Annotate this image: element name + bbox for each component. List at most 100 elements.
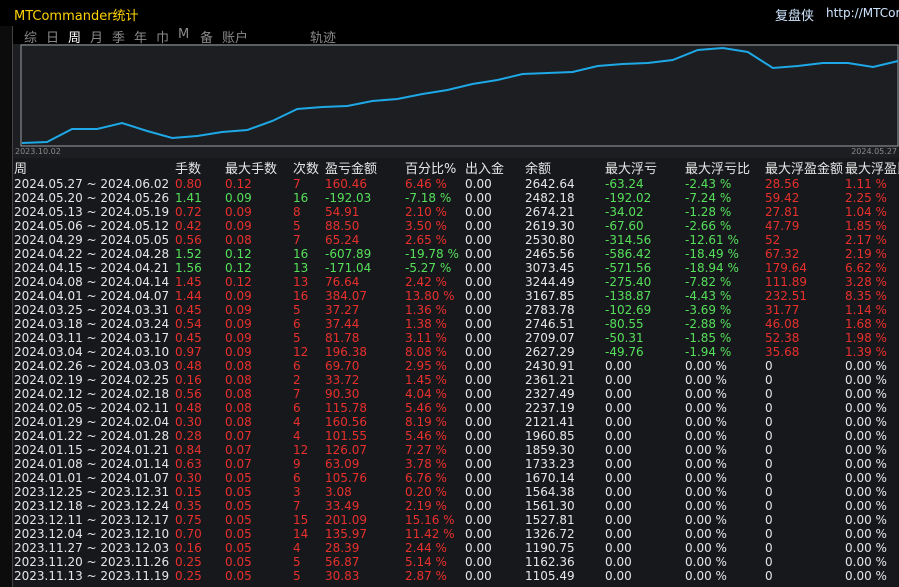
table-cell: -67.60 [605,219,644,233]
table-cell: 0.09 [225,191,252,205]
table-cell: 2 [293,373,301,387]
table-cell: 201.09 [325,513,367,527]
tab[interactable]: 轨迹 [310,31,337,46]
table-cell: 2.19 % [405,499,447,513]
tab[interactable]: 年 [134,31,148,46]
table-cell: 0.08 [225,387,252,401]
column-header: 盈亏金额 [325,162,378,177]
table-cell: 0.00 [465,345,492,359]
table-cell: 1.85 % [845,219,887,233]
table-cell: 0.08 [225,415,252,429]
tab[interactable]: 月 [90,31,104,46]
table-cell: 0.00 [465,555,492,569]
tab[interactable]: 日 [46,31,60,46]
table-cell: 2024.02.19 ~ 2024.02.25 [14,373,170,387]
table-cell: 5.46 % [405,429,447,443]
table-cell: -34.02 [605,205,644,219]
table-cell: 1.56 [175,261,202,275]
table-cell: -19.78 % [405,247,459,261]
table-cell: 0 [765,373,773,387]
table-cell: 0.00 [465,303,492,317]
table-cell: 0 [765,499,773,513]
table-cell: 0.08 [225,373,252,387]
table-cell: 0.72 [175,205,202,219]
table-cell: 5 [293,331,301,345]
table-cell: 1564.38 [525,485,575,499]
table-cell: -571.56 [605,261,652,275]
table-cell: 52 [765,233,781,247]
table-cell: 111.89 [765,275,807,289]
table-cell: 65.24 [325,233,360,247]
column-header: 余额 [525,162,552,177]
table-cell: 2674.21 [525,205,575,219]
table-cell: 3.78 % [405,457,447,471]
tab[interactable]: 综 [24,31,38,46]
table-cell: 0.00 [465,471,492,485]
table-cell: 16 [293,289,309,303]
table-cell: 0.00 [605,373,632,387]
table-cell: 0.00 % [685,359,727,373]
table-cell: 0.00 % [845,401,887,415]
table-cell: 3073.45 [525,261,575,275]
table-cell: 1.44 [175,289,202,303]
table-cell: 2024.05.20 ~ 2024.05.26 [14,191,170,205]
table-cell: 0.00 % [685,387,727,401]
tab[interactable]: M [178,27,190,42]
table-cell: 81.78 [325,331,360,345]
table-cell: 2.44 % [405,541,447,555]
tab[interactable]: 账户 [222,31,249,46]
table-cell: 35.68 [765,345,800,359]
table-cell: 0.00 % [845,415,887,429]
table-cell: 0.00 % [845,471,887,485]
table-cell: 0.97 [175,345,202,359]
table-cell: 0.15 [175,485,202,499]
table-cell: 2024.01.22 ~ 2024.01.28 [14,429,170,443]
table-cell: 6 [293,471,301,485]
table-cell: 0.00 [465,205,492,219]
table-cell: 0.00 % [845,387,887,401]
table-cell: 4 [293,541,301,555]
url[interactable]: http://MTCor [826,6,899,20]
table-cell: 2.95 % [405,359,447,373]
table-cell: 3.28 % [845,275,887,289]
table-cell: 0.00 % [685,401,727,415]
table-cell: 0.16 [175,373,202,387]
table-cell: 2023.12.11 ~ 2023.12.17 [14,513,170,527]
table-cell: 16 [293,191,309,205]
table-cell: 0 [765,443,773,457]
table-cell: 12 [293,345,309,359]
table-cell: 2024.05.27 ~ 2024.06.02 [14,177,170,191]
table-cell: 2024.01.15 ~ 2024.01.21 [14,443,170,457]
table-cell: 0.00 [465,233,492,247]
tab[interactable]: 周 [68,31,82,46]
column-header: 百分比% [405,162,457,177]
column-header: 最大浮亏比 [685,162,751,177]
table-cell: 0.00 [465,191,492,205]
table-cell: 0.00 % [845,513,887,527]
table-cell: -80.55 [605,317,644,331]
table-cell: 0.00 % [685,541,727,555]
table-cell: 15.16 % [405,513,455,527]
table-cell: 2.65 % [405,233,447,247]
table-cell: 2024.05.06 ~ 2024.05.12 [14,219,170,233]
table-cell: 1.41 [175,191,202,205]
tab[interactable]: 备 [200,31,214,46]
table-cell: 0.00 % [685,471,727,485]
table-cell: 2024.04.15 ~ 2024.04.21 [14,261,170,275]
table-cell: 0.00 [605,429,632,443]
table-cell: 0 [765,541,773,555]
table-cell: 0.00 % [845,555,887,569]
table-cell: -586.42 [605,247,652,261]
tab[interactable]: 巾 [156,31,170,46]
x-start-label: 2023.10.02 [15,147,61,156]
table-cell: 7 [293,387,301,401]
table-cell: 0.25 [175,555,202,569]
table-cell: 2465.56 [525,247,575,261]
tab[interactable]: 季 [112,31,126,46]
table-cell: 0.70 [175,527,202,541]
table-cell: 0.00 [605,401,632,415]
title-bar [0,0,899,26]
table-cell: 6.76 % [405,471,447,485]
table-cell: 2024.01.08 ~ 2024.01.14 [14,457,170,471]
